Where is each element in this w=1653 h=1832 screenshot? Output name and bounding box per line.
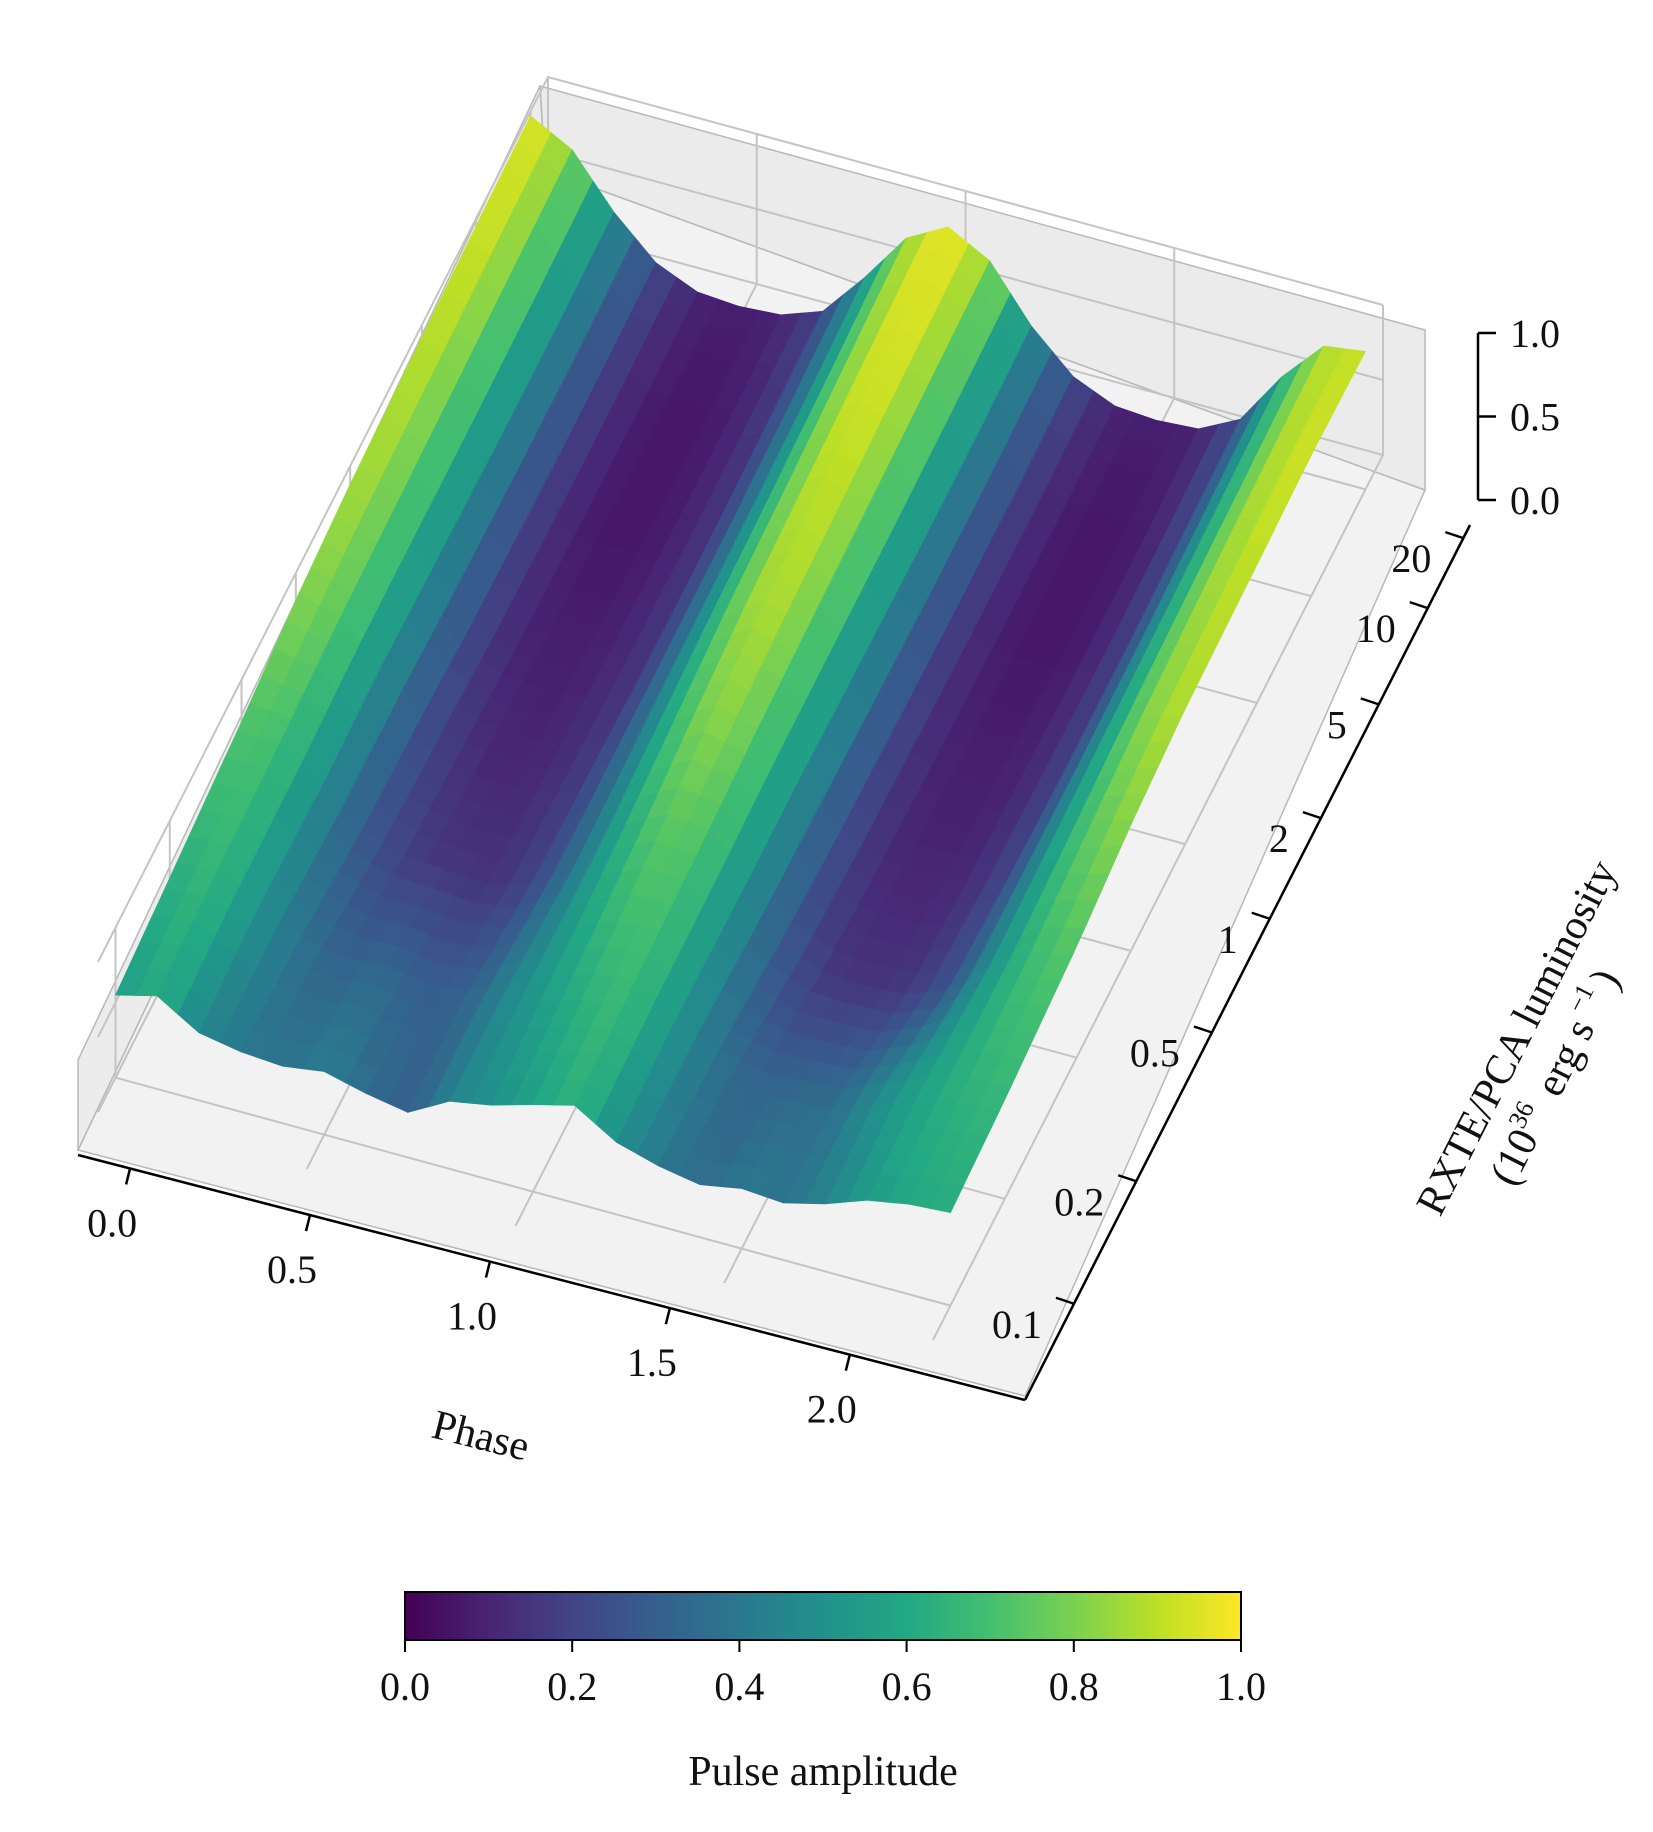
phase-tick xyxy=(304,1214,312,1232)
phase-tick xyxy=(124,1168,132,1185)
colorbar: 0.0 0.2 0.4 0.6 0.8 1.0 Pulse amplitude xyxy=(380,1591,1266,1795)
colorbar-tick-label: 0.6 xyxy=(882,1664,932,1709)
luminosity-tick xyxy=(1409,600,1429,610)
amplitude-gridline xyxy=(97,75,1384,963)
luminosity-tick-label: 0.1 xyxy=(992,1302,1042,1347)
phase-ticks: 0.0 0.5 1.0 1.5 2.0 xyxy=(87,1168,857,1432)
amplitude-ticks: 0.0 0.5 1.0 xyxy=(1478,311,1560,523)
colorbar-label: Pulse amplitude xyxy=(688,1749,957,1795)
amplitude-tick-label: 0.0 xyxy=(1510,478,1560,523)
luminosity-tick-label: 5 xyxy=(1327,702,1347,747)
phase-tick-label: 0.5 xyxy=(267,1247,317,1292)
luminosity-axis-label: RXTE/PCA luminosity (1036erg s−1) xyxy=(1408,853,1629,1222)
luminosity-tick-label: 0.5 xyxy=(1130,1031,1180,1076)
colorbar-tick-label: 0.8 xyxy=(1049,1664,1099,1709)
phase-tick-label: 2.0 xyxy=(807,1387,857,1432)
phase-axis-label: Phase xyxy=(428,1402,534,1470)
phase-tick-label: 1.0 xyxy=(447,1294,497,1339)
phase-axis-line xyxy=(77,1153,1026,1402)
luminosity-axis-line xyxy=(1023,524,1472,1401)
colorbar-tick-label: 0.4 xyxy=(714,1664,764,1709)
luminosity-tick xyxy=(1251,911,1271,920)
luminosity-tick-label: 2 xyxy=(1269,816,1289,861)
colorbar-gradient xyxy=(404,1591,1242,1641)
luminosity-tick xyxy=(1302,810,1322,820)
phase-tick xyxy=(664,1307,672,1325)
surface-facet xyxy=(929,1182,964,1213)
amplitude-tick-label: 1.0 xyxy=(1510,311,1560,356)
luminosity-tick xyxy=(1360,697,1380,706)
luminosity-tick xyxy=(1117,1174,1137,1183)
phase-tick-label: 0.0 xyxy=(87,1200,137,1245)
pulse-surface xyxy=(115,115,1366,1213)
luminosity-tick-label: 0.2 xyxy=(1054,1179,1104,1224)
colorbar-tick-label: 0.0 xyxy=(380,1664,430,1709)
luminosity-tick xyxy=(1193,1025,1213,1034)
luminosity-ticks: 0.1 0.2 0.5 1 2 5 10 20 xyxy=(992,530,1464,1347)
colorbar-tick-label: 1.0 xyxy=(1216,1664,1266,1709)
amplitude-axis: 0.0 0.5 1.0 xyxy=(1476,311,1560,523)
colorbar-tick-label: 0.2 xyxy=(547,1664,597,1709)
luminosity-tick-label: 1 xyxy=(1218,917,1238,962)
luminosity-tick xyxy=(1055,1296,1075,1305)
luminosity-tick-label: 20 xyxy=(1391,536,1431,581)
amplitude-tick-label: 0.5 xyxy=(1510,395,1560,440)
luminosity-tick xyxy=(1444,530,1464,540)
phase-tick xyxy=(844,1354,852,1371)
colorbar-ticks: 0.0 0.2 0.4 0.6 0.8 1.0 xyxy=(380,1640,1266,1709)
phase-tick-label: 1.5 xyxy=(627,1340,677,1385)
phase-tick xyxy=(484,1261,492,1278)
luminosity-tick-label: 10 xyxy=(1356,606,1396,651)
